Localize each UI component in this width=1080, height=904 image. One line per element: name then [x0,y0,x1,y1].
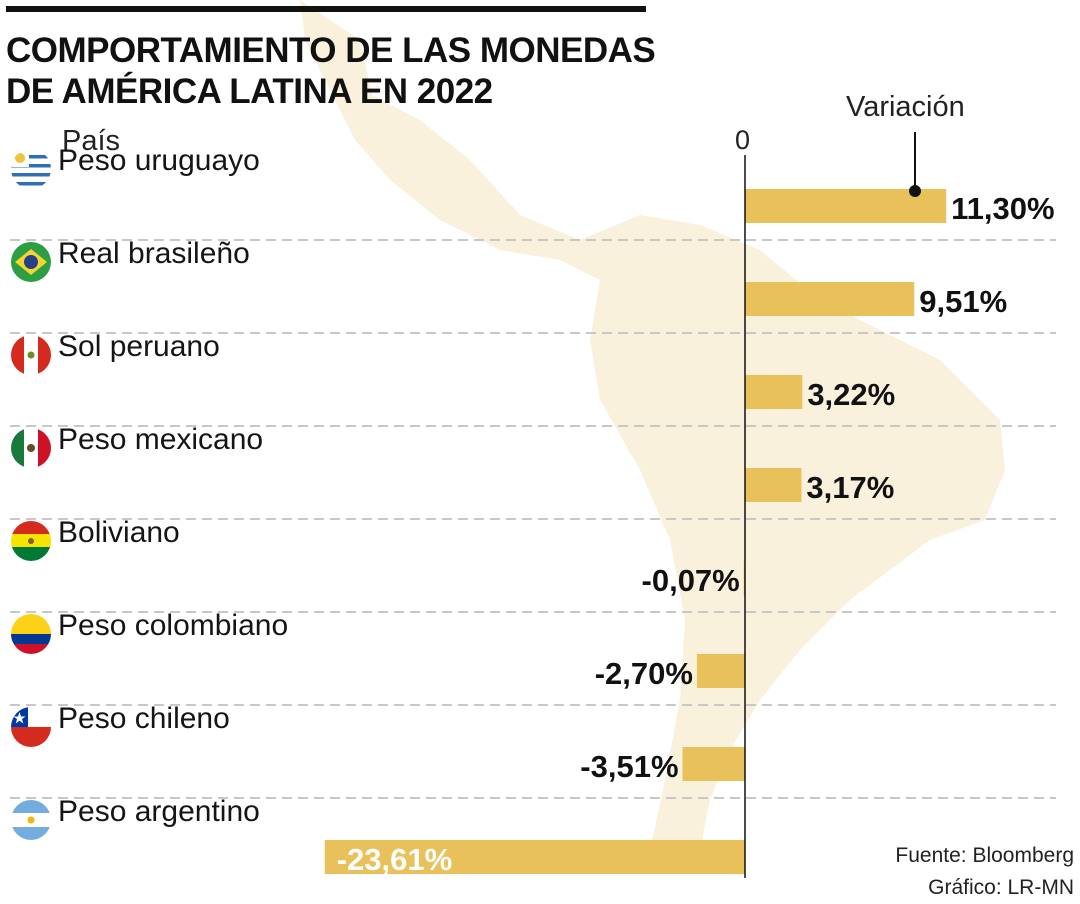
country-label: Peso mexicano [58,423,264,456]
argentina-flag-icon [11,800,51,840]
value-label: 3,17% [806,470,894,505]
value-label: -3,51% [580,749,678,784]
country-label: Sol peruano [58,330,220,363]
bar-peso-mexicano [745,468,802,502]
source-text: Fuente: Bloomberg [895,844,1074,867]
bar-real-brasileño [745,282,915,316]
country-label: Peso colombiano [58,609,289,642]
variation-header: Variación [846,91,965,123]
value-label: 3,22% [807,377,895,412]
bar-sol-peruano [745,375,803,409]
bar-peso-colombiano [696,654,745,688]
value-label: -23,61% [337,842,452,877]
uruguay-flag-icon [11,149,51,189]
value-label: 11,30% [951,191,1054,226]
country-label: Peso chileno [58,702,230,735]
value-label: 9,51% [919,284,1007,319]
country-label: Peso uruguayo [58,144,260,177]
country-label: Peso argentino [58,795,260,828]
country-column-header: País [62,125,121,157]
zero-axis-label: 0 [735,125,751,155]
chile-flag-icon [11,707,51,747]
mexico-flag-icon [11,428,51,468]
source-note: Fuente: Bloomberg Gráfico: LR-MN [895,840,1074,904]
credit-text: Gráfico: LR-MN [928,876,1074,899]
country-label: Real brasileño [58,237,250,270]
country-label: Boliviano [58,516,180,549]
bar-peso-argentino [324,840,745,874]
bar-peso-chileno [682,747,745,781]
chart-title-line-1: COMPORTAMIENTO DE LAS MONEDAS [6,31,656,70]
value-label: -2,70% [595,656,693,691]
chart-title-line-2: DE AMÉRICA LATINA EN 2022 [6,72,493,111]
chart-title: COMPORTAMIENTO DE LAS MONEDAS DE AMÉRICA… [6,30,656,112]
value-label: -0,07% [642,563,740,598]
colombia-flag-icon [11,614,51,654]
variation-callout-dot [909,185,921,197]
bolivia-flag-icon [11,521,51,561]
top-rule [6,6,646,12]
peru-flag-icon [11,335,51,375]
brazil-flag-icon [11,242,51,282]
